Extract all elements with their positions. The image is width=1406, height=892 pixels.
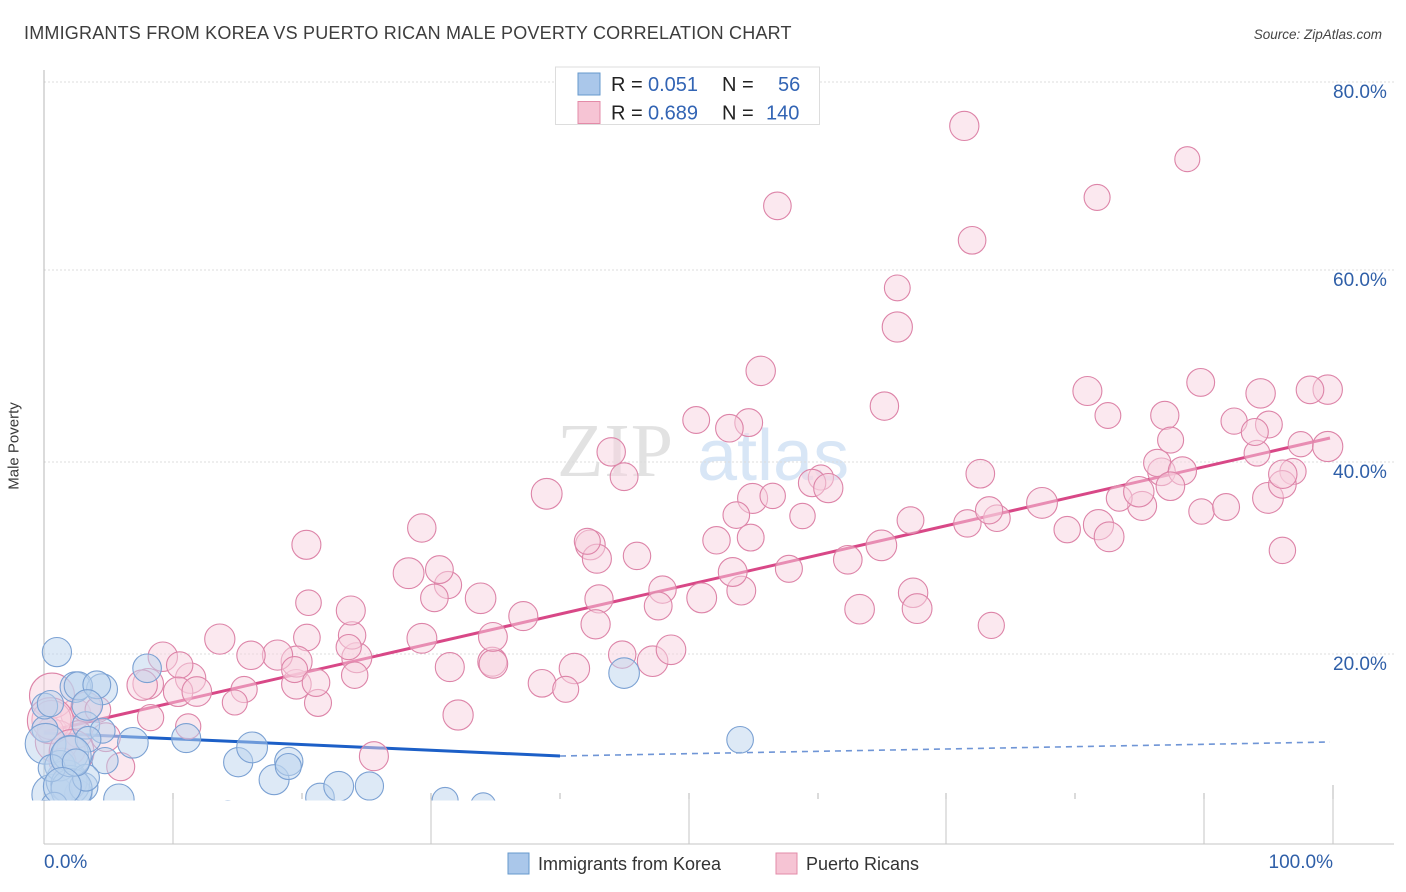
svg-text:100.0%: 100.0% [1269, 852, 1334, 873]
svg-text:0.0%: 0.0% [44, 852, 87, 873]
svg-text:140: 140 [766, 103, 799, 125]
svg-text:0.051: 0.051 [648, 74, 698, 96]
svg-text:20.0%: 20.0% [1333, 654, 1387, 675]
svg-text:0.689: 0.689 [648, 103, 698, 125]
svg-text:R =: R = [611, 103, 643, 125]
svg-text:60.0%: 60.0% [1333, 270, 1387, 291]
svg-text:R =: R = [611, 74, 643, 96]
svg-text:80.0%: 80.0% [1333, 82, 1387, 103]
svg-text:56: 56 [778, 74, 800, 96]
svg-text:40.0%: 40.0% [1333, 462, 1387, 483]
svg-text:N =: N = [722, 103, 754, 125]
svg-text:N =: N = [722, 74, 754, 96]
svg-text:Immigrants from Korea: Immigrants from Korea [538, 854, 722, 874]
svg-text:Puerto Ricans: Puerto Ricans [806, 854, 919, 874]
